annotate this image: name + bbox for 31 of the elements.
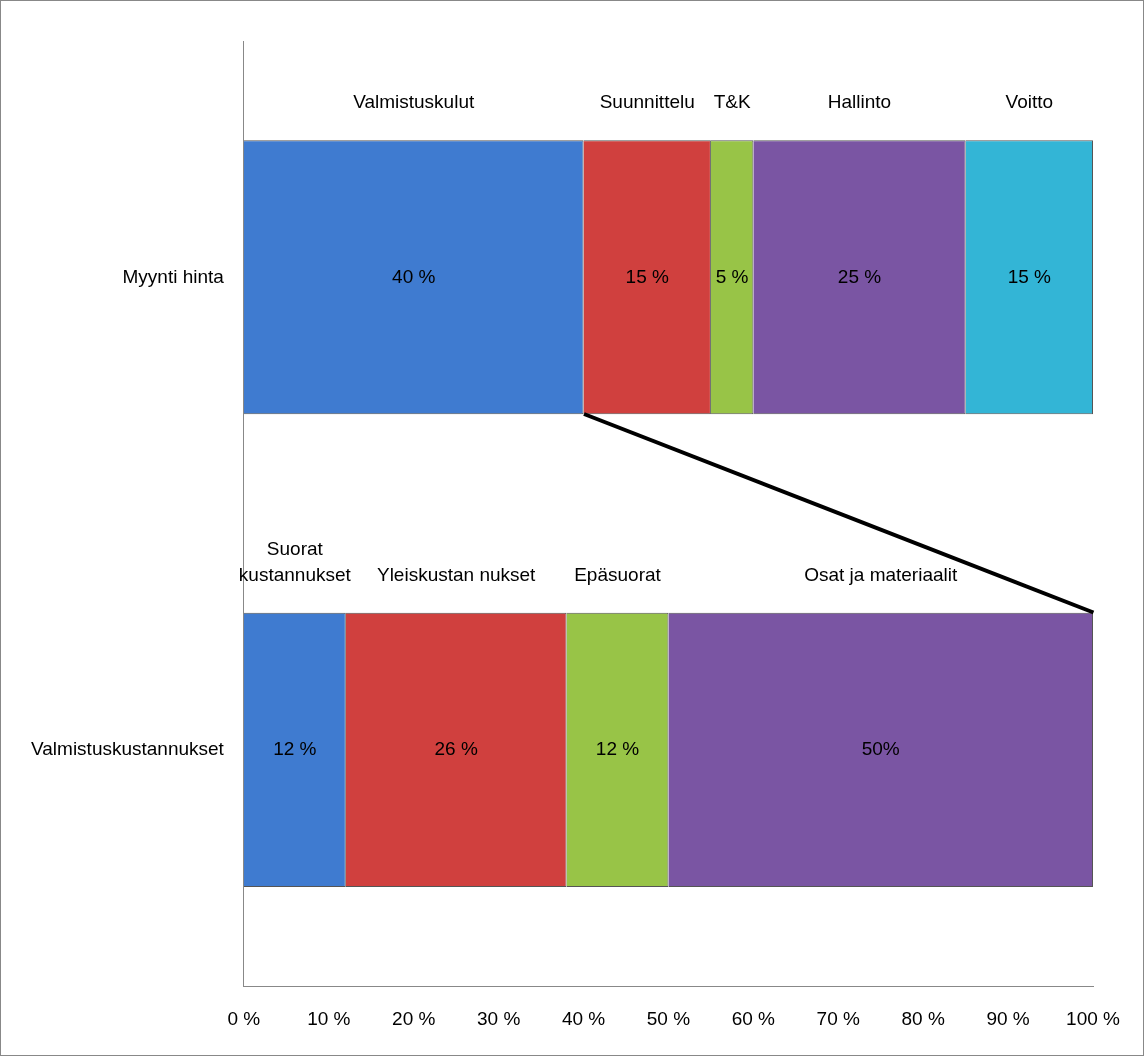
- x-tick-label: 0 %: [227, 1007, 261, 1029]
- annotation: Suorat kustannukset: [238, 537, 352, 585]
- x-tick-label: 90 %: [986, 1007, 1030, 1029]
- data-label: 15 %: [1007, 265, 1052, 287]
- x-tick-label: 20 %: [392, 1007, 436, 1029]
- x-tick-label: 60 %: [731, 1007, 776, 1029]
- annotation: Hallinto: [827, 91, 892, 113]
- data-label: 25 %: [837, 265, 882, 287]
- y-tick-label: Myynti hinta: [122, 265, 225, 287]
- annotation: Osat ja materiaalit: [804, 563, 958, 585]
- annotation: Suunnittelu: [599, 91, 695, 113]
- x-tick-label: 70 %: [816, 1007, 861, 1029]
- x-tick-label: 30 %: [476, 1007, 521, 1029]
- x-tick-label: 80 %: [901, 1007, 945, 1029]
- x-tick-label: 100 %: [1066, 1007, 1121, 1029]
- x-tick-label: 50 %: [646, 1007, 691, 1029]
- data-label: 50%: [861, 738, 900, 760]
- annotation: Voitto: [1005, 91, 1054, 113]
- data-label: 5 %: [715, 265, 749, 287]
- data-label: 15 %: [625, 265, 669, 287]
- x-tick-label: 40 %: [561, 1007, 606, 1029]
- data-label: 12 %: [273, 738, 317, 760]
- annotation: Yleiskustan nukset: [376, 563, 537, 585]
- data-label: 40 %: [392, 265, 436, 287]
- annotation: T&K: [713, 91, 751, 113]
- x-tick-label: 10 %: [307, 1007, 351, 1029]
- data-label: 12 %: [595, 738, 640, 760]
- data-label: 26 %: [434, 738, 478, 760]
- y-tick-label: Valmistuskustannukset: [31, 738, 225, 760]
- annotation: Valmistuskulut: [353, 91, 475, 113]
- annotation: Epäsuorat: [574, 563, 662, 585]
